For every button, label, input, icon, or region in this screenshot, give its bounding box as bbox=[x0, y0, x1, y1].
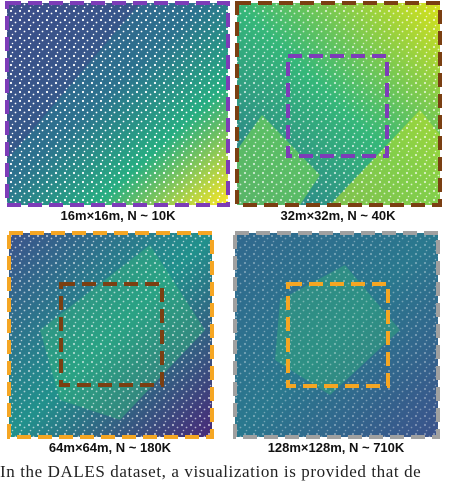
panel-caption: 64m×64m, N ~ 180K bbox=[49, 440, 172, 455]
body-text: In the DALES dataset, a visualization is… bbox=[0, 462, 422, 481]
panel-caption: 32m×32m, N ~ 40K bbox=[281, 208, 397, 223]
panel-caption: 16m×16m, N ~ 10K bbox=[61, 208, 177, 223]
panel bbox=[233, 231, 440, 439]
panel-caption: 128m×128m, N ~ 710K bbox=[268, 440, 405, 455]
panel bbox=[235, 1, 442, 207]
figure: 16m×16m, N ~ 10K 32m×32m, N ~ 40K 64m×64… bbox=[5, 1, 442, 455]
panel bbox=[7, 231, 214, 439]
panel bbox=[5, 1, 230, 207]
